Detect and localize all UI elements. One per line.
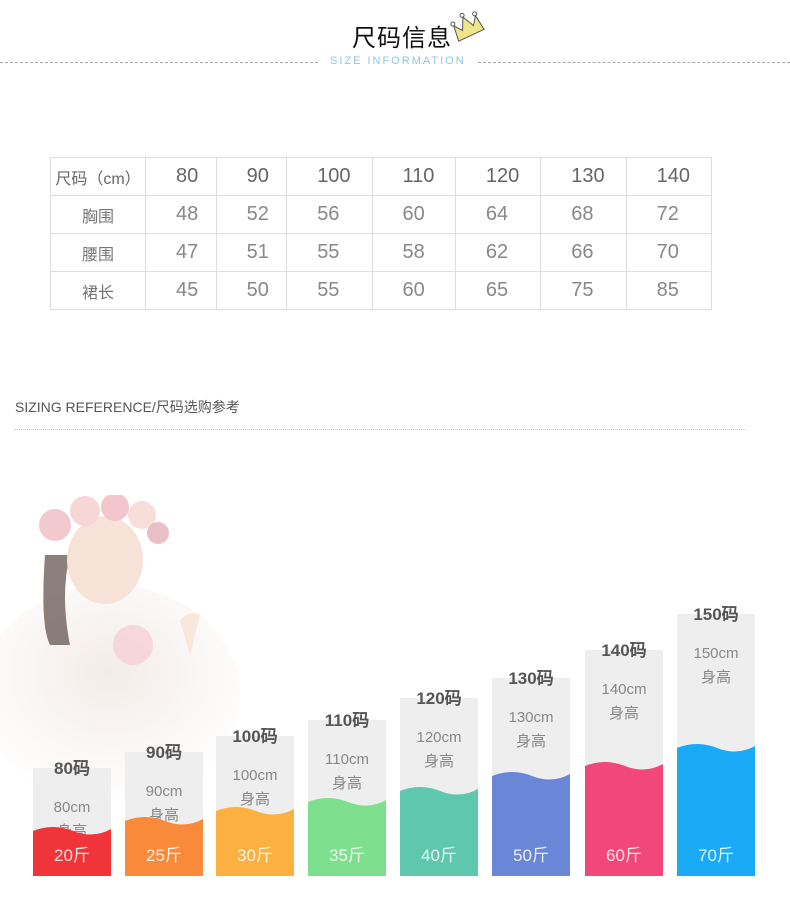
height-value: 110cm (325, 751, 369, 768)
table-cell: 65 (454, 271, 542, 310)
table-cell: 56 (286, 195, 373, 234)
divider-left (0, 62, 318, 63)
height-value: 80cm (53, 799, 91, 816)
weight-band: 35斤 (308, 798, 386, 876)
row-label: 胸围 (50, 195, 146, 234)
size-column: 120码 120cm 身高 40斤 (400, 689, 478, 876)
table-header-cell: 90 (215, 157, 288, 196)
size-label: 140码 (601, 641, 647, 660)
weight-value: 60斤 (606, 846, 642, 865)
table-cell: 55 (286, 233, 373, 272)
wave-shape (492, 772, 570, 782)
table-row: 腰围 47 51 55 58 62 66 70 (50, 233, 713, 272)
page-title: 尺码信息 (352, 24, 452, 52)
wave-shape (216, 807, 294, 817)
size-column: 80码 80cm身高 20斤 (33, 759, 111, 876)
table-row: 裙长 45 50 55 60 65 75 85 (50, 271, 713, 310)
girl-photo (0, 495, 240, 795)
table-header-cell: 100 (286, 157, 373, 196)
size-label: 130码 (508, 669, 554, 688)
height-label: 身高 (700, 669, 731, 686)
weight-value: 25斤 (146, 846, 182, 865)
weight-band: 50斤 (492, 772, 570, 876)
size-label: 90码 (146, 743, 182, 762)
weight-band: 30斤 (216, 807, 294, 876)
table-cell: 64 (454, 195, 542, 234)
height-value: 100cm (232, 767, 278, 784)
size-column: 100码 100cm 身高 30斤 (216, 727, 294, 876)
wave-shape (677, 744, 755, 754)
weight-value: 20斤 (54, 846, 90, 865)
table-row: 胸围 48 52 56 60 64 68 72 (50, 195, 713, 234)
table-header-cell: 尺码（cm） (50, 157, 146, 196)
table-cell: 58 (371, 233, 456, 272)
height-label: 身高 (239, 791, 270, 808)
wave-shape (125, 817, 203, 827)
height-value: 120cm (416, 729, 462, 746)
wave-shape (585, 762, 663, 772)
divider-right (478, 62, 790, 63)
table-cell: 62 (454, 233, 542, 272)
table-cell: 60 (371, 271, 456, 310)
table-cell: 45 (145, 271, 217, 310)
weight-value: 40斤 (421, 846, 457, 865)
height-value: 90cm (145, 783, 183, 800)
weight-band: 70斤 (677, 744, 755, 876)
row-label: 裙长 (50, 271, 146, 310)
reference-title: SIZING REFERENCE/尺码选购参考 (15, 399, 240, 415)
table-cell: 66 (540, 233, 627, 272)
size-column: 90码 90cm 身高 25斤 (125, 743, 203, 876)
table-header-row: 尺码（cm） 80 90 100 110 120 130 140 (50, 157, 713, 196)
table-cell: 51 (215, 233, 288, 272)
table-header-cell: 120 (454, 157, 542, 196)
size-label: 80码 (54, 759, 90, 778)
height-label: 身高 (515, 733, 546, 750)
size-column: 130码 130cm 身高 50斤 (492, 669, 570, 876)
wave-shape (400, 787, 478, 797)
weight-value: 35斤 (329, 846, 365, 865)
weight-band: 25斤 (125, 817, 203, 876)
size-label: 120码 (416, 689, 462, 708)
wave-shape (33, 827, 111, 837)
table-cell: 47 (145, 233, 217, 272)
size-label: 110码 (324, 711, 370, 730)
height-label: 身高 (331, 775, 362, 792)
weight-band: 40斤 (400, 787, 478, 876)
table-cell: 72 (625, 195, 713, 234)
table-cell: 52 (215, 195, 288, 234)
row-label: 腰围 (50, 233, 146, 272)
size-column: 110码 110cm 身高 35斤 (308, 711, 386, 876)
crown-icon (450, 11, 485, 42)
height-value: 150cm (693, 645, 739, 662)
height-label: 身高 (608, 705, 639, 722)
height-label: 身高 (423, 753, 454, 770)
table-header-cell: 110 (371, 157, 456, 196)
weight-value: 50斤 (513, 846, 549, 865)
size-column: 150码 150cm 身高 70斤 (677, 605, 755, 876)
wave-shape (308, 798, 386, 808)
table-header-cell: 130 (540, 157, 627, 196)
height-value: 140cm (601, 681, 647, 698)
table-cell: 48 (145, 195, 217, 234)
size-column: 140码 140cm 身高 60斤 (585, 641, 663, 876)
page-subtitle: SIZE INFORMATION (330, 55, 466, 67)
size-table: 尺码（cm） 80 90 100 110 120 130 140 胸围 48 5… (50, 157, 713, 310)
table-cell: 60 (371, 195, 456, 234)
size-label: 150码 (693, 605, 739, 624)
table-header-cell: 140 (625, 157, 713, 196)
weight-band: 60斤 (585, 762, 663, 876)
weight-value: 30斤 (237, 846, 273, 865)
height-value: 130cm (508, 709, 554, 726)
table-cell: 50 (215, 271, 288, 310)
table-cell: 55 (286, 271, 373, 310)
table-header-cell: 80 (145, 157, 217, 196)
reference-divider (15, 429, 746, 430)
table-cell: 70 (625, 233, 713, 272)
size-label: 100码 (232, 727, 278, 746)
table-cell: 85 (625, 271, 713, 310)
weight-band: 20斤 (33, 827, 111, 876)
table-cell: 75 (540, 271, 627, 310)
table-cell: 68 (540, 195, 627, 234)
weight-value: 70斤 (698, 846, 734, 865)
